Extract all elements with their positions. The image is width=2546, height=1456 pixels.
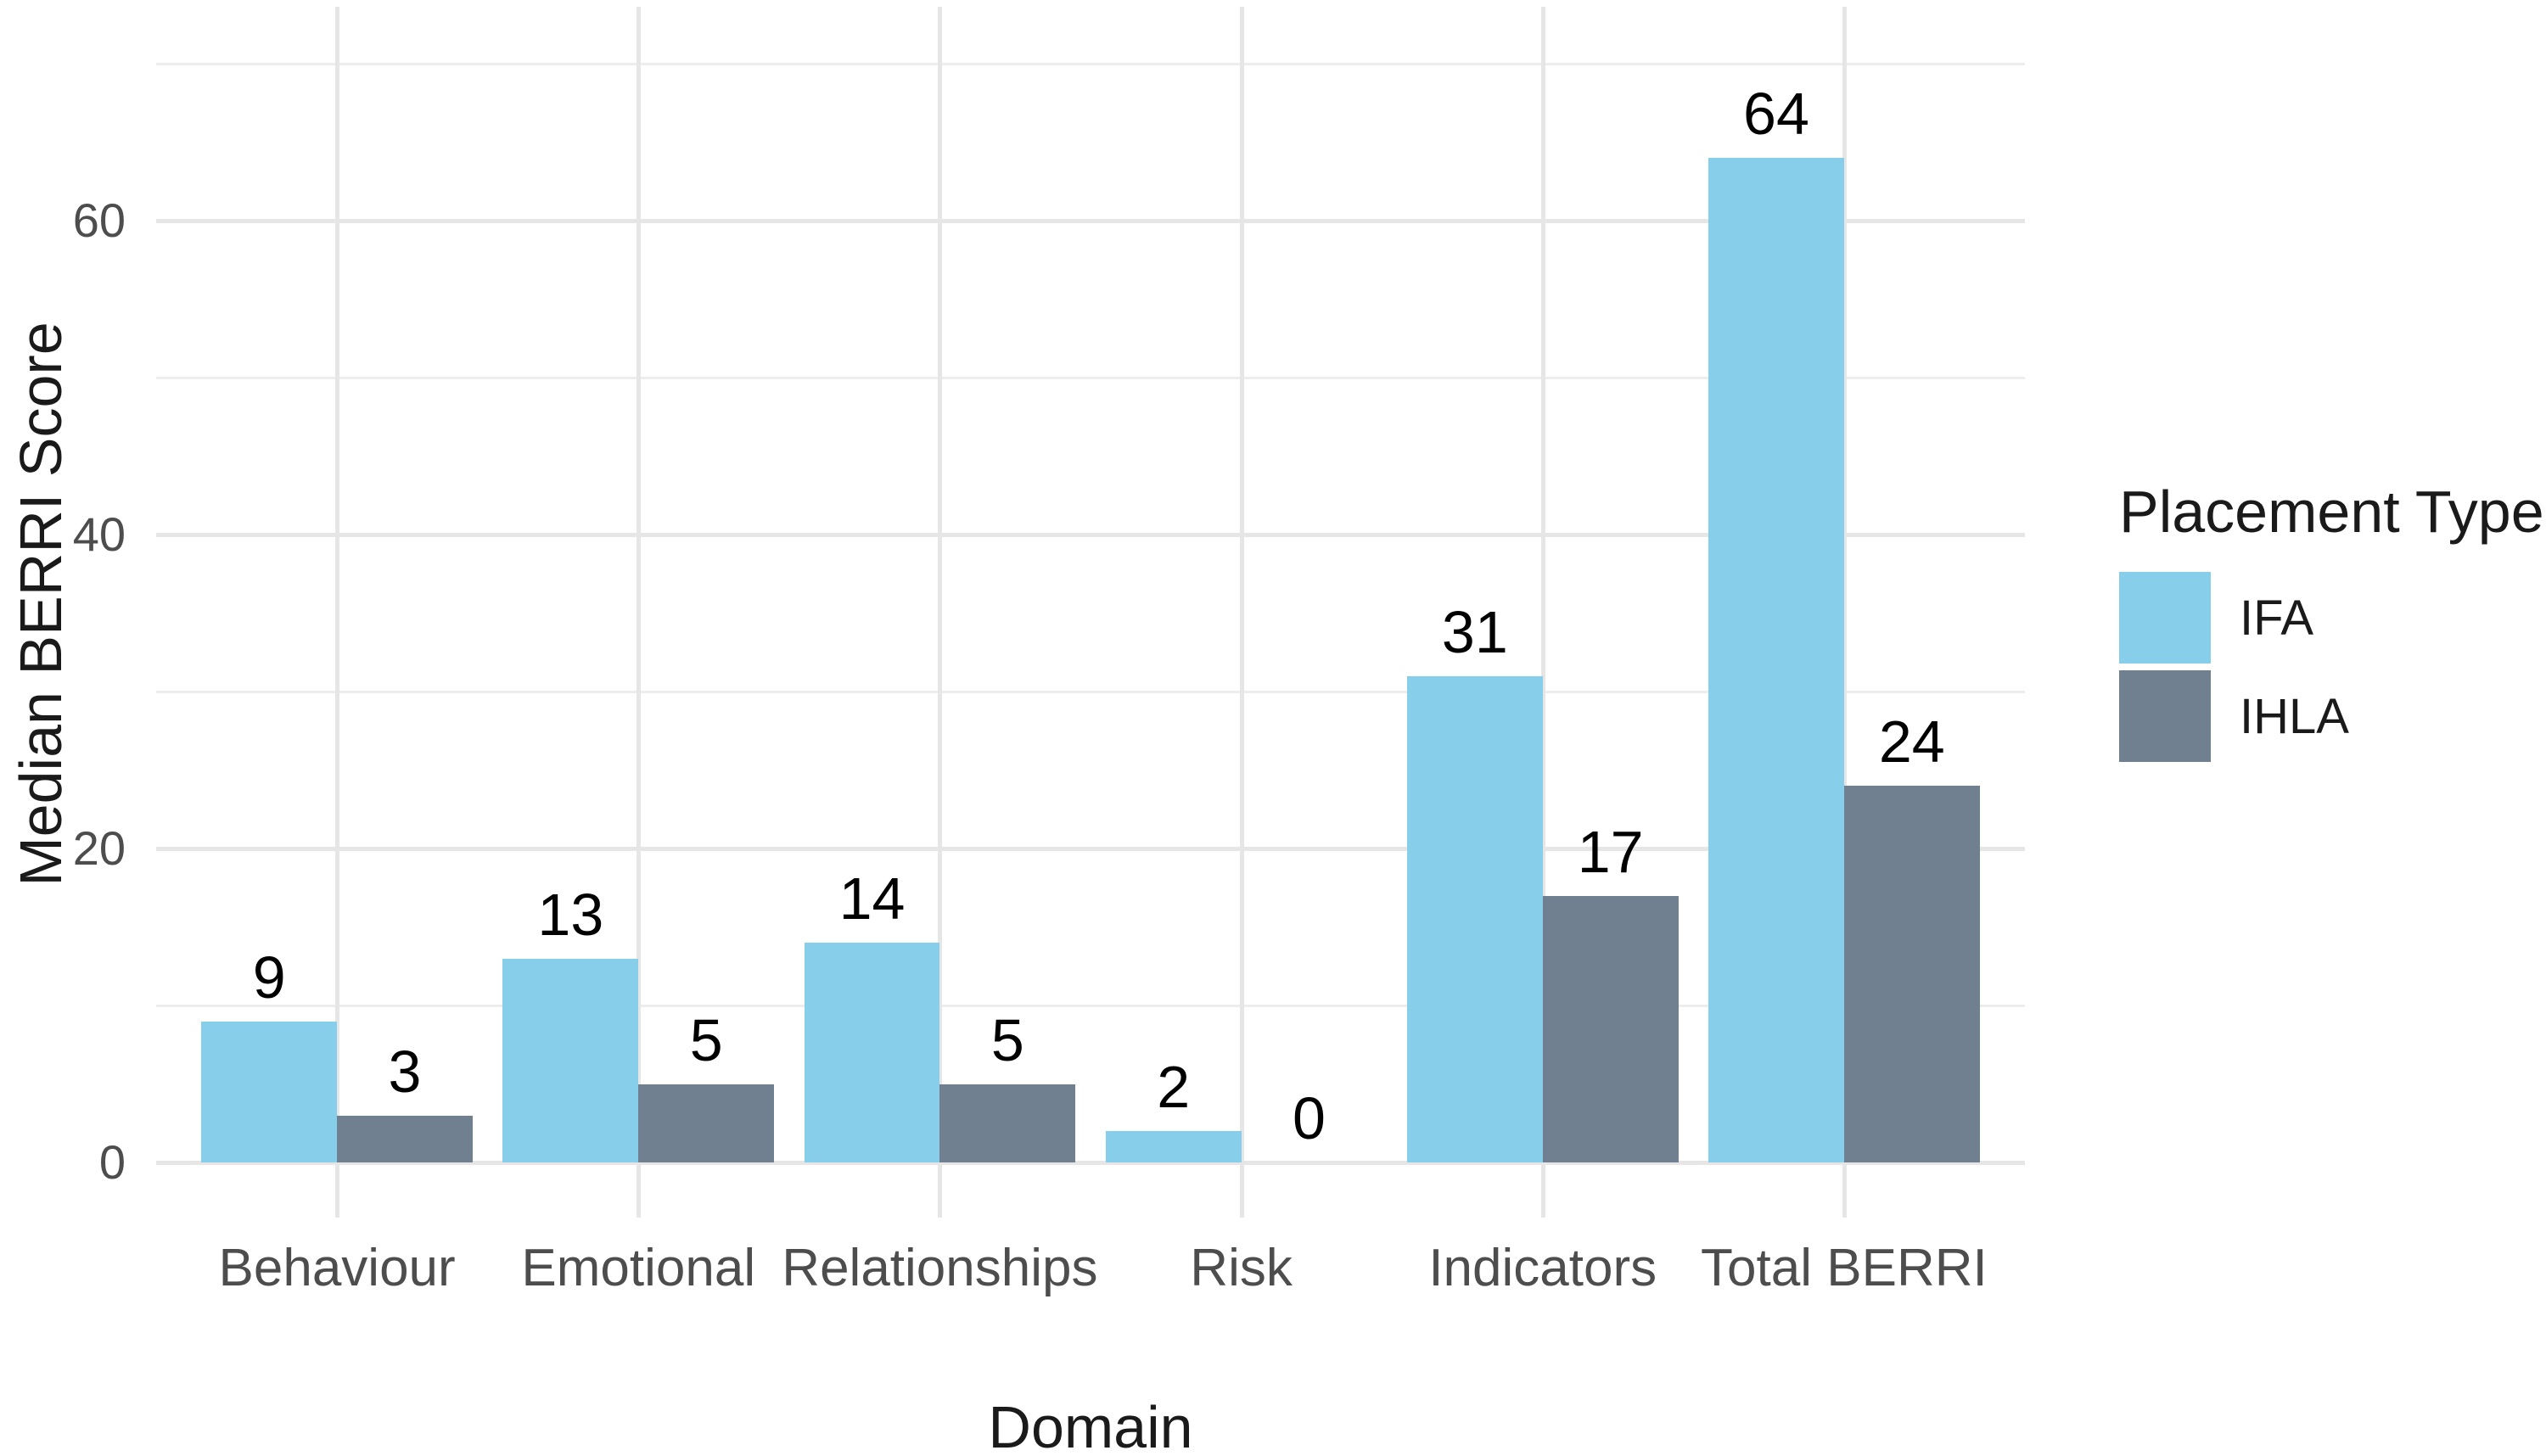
gridline-major	[156, 219, 2025, 223]
y-axis-title: Median BERRI Score	[8, 322, 74, 887]
y-tick-label: 20	[72, 821, 126, 875]
x-tick-label: Risk	[1190, 1239, 1293, 1297]
bar-value-label: 24	[1878, 708, 1945, 775]
gridline-major	[156, 847, 2025, 851]
legend-swatch-ihla	[2119, 670, 2211, 762]
bar-value-label: 3	[388, 1038, 422, 1105]
gridline-minor	[156, 691, 2025, 693]
bar-value-label: 14	[838, 865, 906, 932]
bar-ifa-relationships	[804, 943, 940, 1162]
gridline-category	[335, 7, 340, 1218]
x-tick-label: Indicators	[1428, 1239, 1657, 1297]
x-tick-label: Total BERRI	[1701, 1239, 1988, 1297]
bar-ifa-indicators	[1406, 675, 1543, 1162]
gridline-category	[1540, 7, 1545, 1218]
gridline-major	[156, 533, 2025, 537]
bar-ihla-behaviour	[337, 1115, 473, 1162]
x-tick-label: Emotional	[521, 1239, 756, 1297]
bar-value-label: 64	[1743, 81, 1809, 147]
bar-ifa-behaviour	[201, 1021, 338, 1162]
gridline-minor	[156, 1005, 2025, 1007]
bar-ihla-total-berri	[1843, 786, 1980, 1162]
bar-ifa-risk	[1105, 1131, 1242, 1162]
legend-item-label: IFA	[2240, 590, 2314, 646]
bar-ihla-indicators	[1542, 895, 1679, 1162]
y-tick-label: 60	[72, 193, 126, 247]
bar-value-label: 9	[252, 944, 286, 1011]
legend-item-label: IHLA	[2240, 688, 2349, 744]
legend-item-ihla: IHLA	[2119, 670, 2544, 762]
bar-value-label: 17	[1577, 818, 1644, 885]
bar-value-label: 0	[1293, 1085, 1326, 1151]
bar-ihla-relationships	[939, 1084, 1076, 1162]
x-tick-label: Behaviour	[218, 1239, 456, 1297]
y-tick-label: 0	[98, 1135, 126, 1189]
bar-value-label: 13	[537, 881, 604, 948]
bar-ifa-total-berri	[1708, 158, 1844, 1162]
gridline-category	[636, 7, 642, 1218]
gridline-minor	[156, 63, 2025, 65]
bar-ifa-emotional	[502, 958, 639, 1162]
legend-swatch-ifa	[2119, 572, 2211, 664]
bar-ihla-emotional	[638, 1084, 775, 1162]
legend-items: IFA IHLA	[2119, 572, 2544, 762]
gridline-major	[156, 1161, 2025, 1165]
x-tick-label: Relationships	[782, 1239, 1098, 1297]
bar-value-label: 5	[689, 1006, 723, 1073]
bar-value-label: 5	[990, 1006, 1024, 1073]
bar-value-label: 31	[1441, 598, 1508, 665]
legend-title: Placement Type	[2119, 479, 2544, 545]
gridline-category	[1842, 7, 1847, 1218]
gridline-category	[1239, 7, 1244, 1218]
y-tick-label: 40	[72, 507, 126, 561]
gridline-category	[938, 7, 943, 1218]
plot-panel	[156, 7, 2025, 1218]
bar-value-label: 2	[1157, 1054, 1191, 1120]
legend: Placement Type IFA IHLA	[2119, 475, 2544, 762]
gridline-minor	[156, 377, 2025, 379]
x-axis-title: Domain	[988, 1394, 1193, 1456]
legend-item-ifa: IFA	[2119, 572, 2544, 664]
